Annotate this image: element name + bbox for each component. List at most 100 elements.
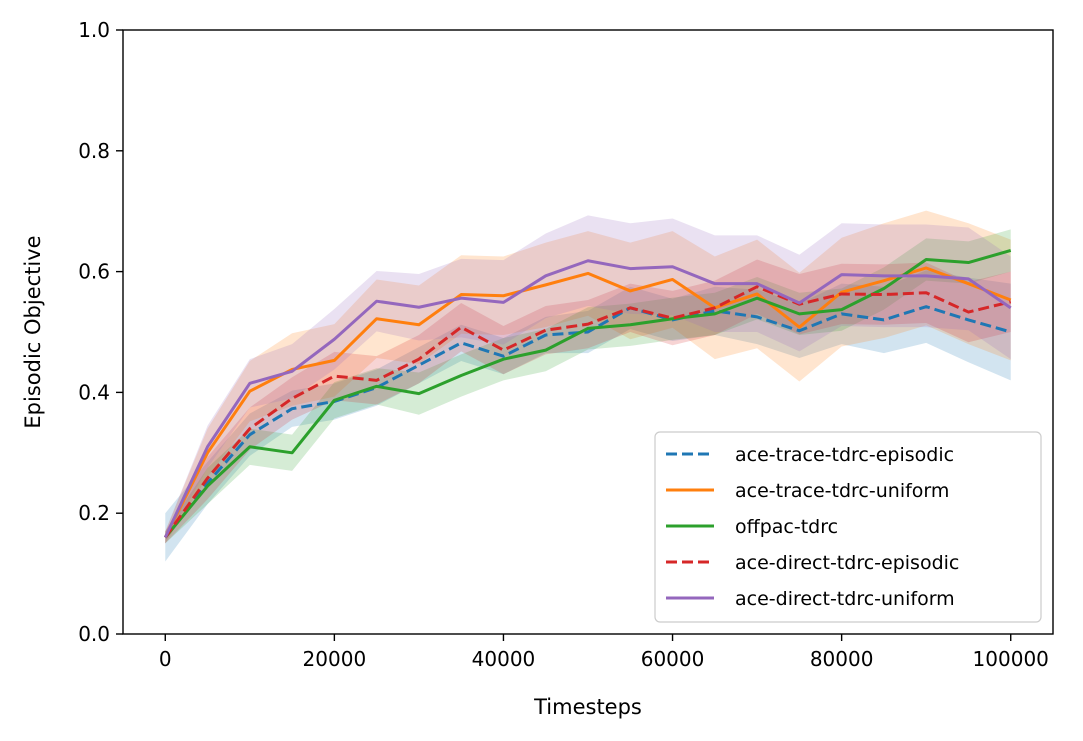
legend: ace-trace-tdrc-episodic ace-trace-tdrc-un… (654, 431, 1042, 623)
point-series-2-10 (587, 272, 589, 274)
point-series-3-1 (206, 485, 208, 487)
point-series-1-9 (545, 334, 547, 336)
point-series-4-10 (587, 323, 589, 325)
x-tick-label: 40000 (472, 647, 536, 671)
point-series-2-5 (375, 318, 377, 320)
point-series-5-3 (291, 370, 293, 372)
point-series-2-17 (883, 279, 885, 281)
point-series-5-5 (375, 300, 377, 302)
point-series-3-14 (756, 297, 758, 299)
point-series-1-6 (418, 364, 420, 366)
point-series-3-19 (967, 261, 969, 263)
point-series-1-20 (1010, 331, 1012, 333)
point-series-5-6 (418, 306, 420, 308)
point-series-3-3 (291, 452, 293, 454)
point-series-2-12 (671, 278, 673, 280)
point-series-5-15 (798, 302, 800, 304)
band-series-1 (165, 270, 1011, 562)
point-series-2-15 (798, 326, 800, 328)
point-series-3-10 (587, 327, 589, 329)
point-series-2-9 (545, 284, 547, 286)
point-series-4-2 (249, 427, 251, 429)
band-series-3 (165, 229, 1011, 544)
point-series-1-17 (883, 319, 885, 321)
point-series-3-7 (460, 374, 462, 376)
point-series-4-7 (460, 326, 462, 328)
point-series-4-13 (714, 307, 716, 309)
point-series-3-11 (629, 324, 631, 326)
legend-label-3: offpac-tdrc (735, 516, 838, 538)
line-series-4 (164, 285, 1012, 539)
point-series-5-2 (249, 382, 251, 384)
point-series-4-6 (418, 358, 420, 360)
y-tick-label: 0.8 (78, 139, 110, 163)
point-series-1-2 (249, 433, 251, 435)
y-axis-label: Episodic Objective (21, 235, 45, 428)
point-series-2-4 (333, 359, 335, 361)
legend-label-5: ace-direct-tdrc-uniform (735, 588, 955, 610)
point-series-2-2 (249, 390, 251, 392)
point-series-4-3 (291, 397, 293, 399)
point-series-5-8 (502, 301, 504, 303)
point-series-5-18 (925, 275, 927, 277)
point-series-4-4 (333, 375, 335, 377)
point-series-4-11 (629, 307, 631, 309)
band-series-5 (165, 215, 1011, 544)
point-series-2-14 (756, 293, 758, 295)
point-series-3-16 (840, 308, 842, 310)
legend-label-2: ace-trace-tdrc-uniform (735, 480, 949, 502)
point-series-1-14 (756, 316, 758, 318)
line-series-1 (164, 305, 1012, 539)
legend-label-1: ace-trace-tdrc-episodic (735, 444, 954, 466)
point-series-1-7 (460, 342, 462, 344)
y-tick-label: 0.2 (78, 501, 110, 525)
point-series-5-20 (1010, 307, 1012, 309)
point-series-4-12 (671, 317, 673, 319)
point-series-3-9 (545, 349, 547, 351)
line-series-5 (163, 259, 1012, 538)
point-series-5-10 (587, 260, 589, 262)
point-series-4-20 (1010, 301, 1012, 303)
y-tick-label: 0.4 (78, 380, 110, 404)
point-series-3-5 (375, 385, 377, 387)
point-series-4-16 (840, 293, 842, 295)
point-series-3-6 (418, 392, 420, 394)
point-series-4-18 (925, 292, 927, 294)
point-series-4-14 (756, 286, 758, 288)
band-series-2 (165, 210, 1011, 544)
point-series-4-19 (967, 311, 969, 313)
point-series-2-6 (418, 324, 420, 326)
x-tick-label: 100000 (973, 647, 1049, 671)
y-axis-ticks: 0.0 0.2 0.4 0.6 0.8 1.0 (78, 18, 123, 646)
point-series-2-7 (460, 293, 462, 295)
point-series-1-19 (967, 319, 969, 321)
point-series-2-11 (629, 290, 631, 292)
point-series-1-10 (587, 331, 589, 333)
point-series-1-13 (714, 310, 716, 312)
point-series-5-1 (206, 446, 208, 448)
point-series-1-3 (291, 408, 293, 410)
point-series-5-0 (164, 536, 166, 538)
point-series-3-8 (502, 358, 504, 360)
y-tick-label: 0.0 (78, 622, 110, 646)
x-tick-label: 20000 (303, 647, 367, 671)
point-series-4-17 (883, 293, 885, 295)
point-series-5-7 (460, 297, 462, 299)
x-tick-label: 80000 (810, 647, 874, 671)
plot-area-frame (122, 29, 1054, 635)
point-series-2-18 (925, 267, 927, 269)
point-series-1-8 (502, 355, 504, 357)
point-series-1-16 (840, 313, 842, 315)
line-series-2 (163, 266, 1012, 539)
line-series-3 (164, 249, 1012, 539)
point-series-3-13 (714, 313, 716, 315)
point-series-1-15 (798, 330, 800, 332)
point-series-3-17 (883, 287, 885, 289)
point-series-2-19 (967, 282, 969, 284)
x-tick-label: 0 (159, 647, 172, 671)
point-series-3-18 (925, 258, 927, 260)
y-tick-label: 0.6 (78, 260, 110, 284)
legend-label-4: ace-direct-tdrc-episodic (735, 552, 959, 574)
point-series-3-15 (798, 313, 800, 315)
